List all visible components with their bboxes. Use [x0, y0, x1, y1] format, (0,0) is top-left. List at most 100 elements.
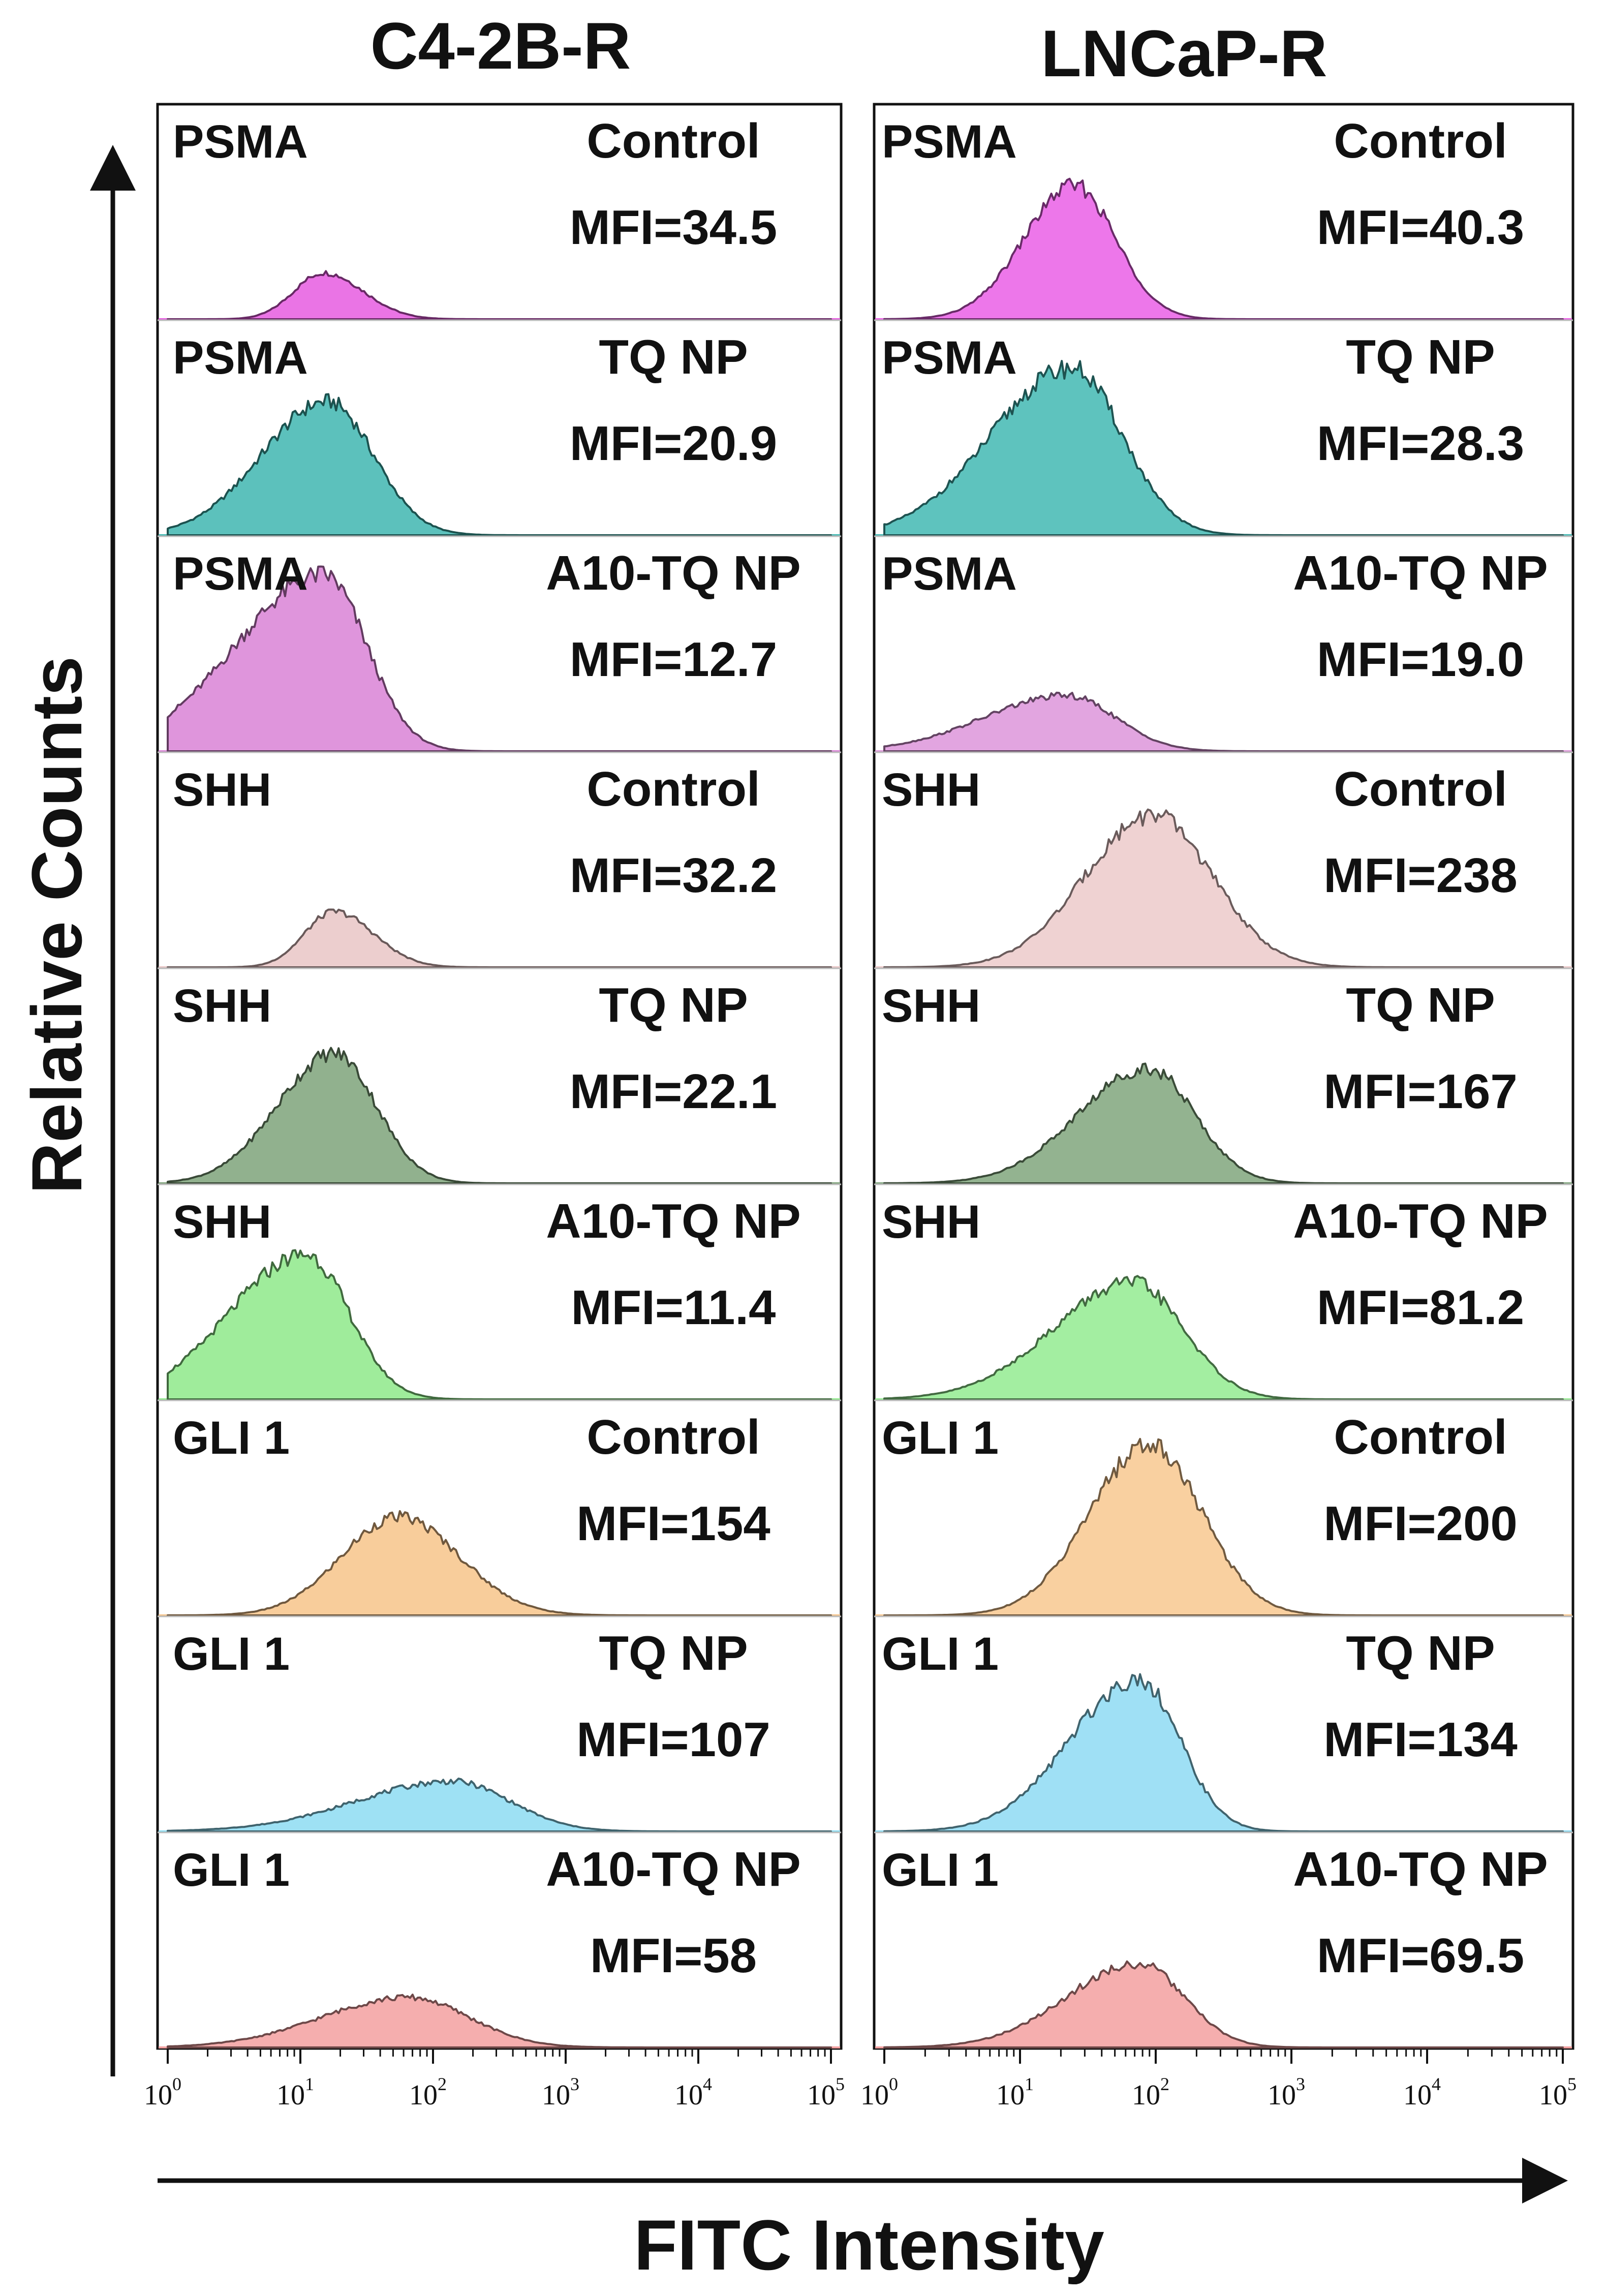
histogram-row: PSMA TQ NP MFI=28.3: [874, 319, 1573, 536]
treatment-label: Control: [586, 762, 760, 816]
x-tick-label: 103: [542, 2074, 579, 2111]
histogram-area: [167, 1047, 832, 1184]
histogram-row: GLI 1 Control MFI=200: [874, 1399, 1573, 1616]
histogram-row: PSMA A10-TQ NP MFI=19.0: [874, 535, 1573, 752]
mfi-label: MFI=69.5: [1317, 1928, 1524, 1983]
marker-label: PSMA: [882, 116, 1017, 168]
x-tick-label: 102: [1132, 2074, 1169, 2111]
histogram-area: [883, 1062, 1564, 1184]
treatment-label: Control: [586, 1410, 760, 1464]
marker-label: PSMA: [173, 548, 308, 600]
x-tick-label: 105: [807, 2074, 845, 2111]
marker-label: PSMA: [882, 332, 1017, 384]
x-tick-label: 105: [1539, 2074, 1577, 2111]
histogram-area: [883, 1673, 1564, 1832]
histogram-row: PSMA Control MFI=40.3: [875, 114, 1572, 320]
mfi-label: MFI=238: [1323, 848, 1518, 903]
histogram-area: [167, 1994, 832, 2048]
treatment-label: Control: [586, 114, 760, 168]
marker-label: GLI 1: [882, 1628, 999, 1680]
histogram-area: [167, 1249, 832, 1400]
x-tick-label: 104: [1403, 2074, 1441, 2111]
marker-label: GLI 1: [173, 1412, 290, 1464]
mfi-label: MFI=12.7: [570, 632, 777, 687]
x-axis-title: FITC Intensity: [634, 2205, 1104, 2285]
marker-label: PSMA: [173, 116, 308, 168]
histogram-row: SHH TQ NP MFI=167: [874, 967, 1573, 1184]
histogram-row: GLI 1 TQ NP MFI=134: [874, 1615, 1573, 1832]
histogram-row: PSMA A10-TQ NP MFI=12.7: [158, 535, 841, 752]
mfi-label: MFI=11.4: [571, 1280, 776, 1335]
treatment-label: A10-TQ NP: [546, 1842, 800, 1896]
marker-label: GLI 1: [882, 1844, 999, 1896]
treatment-label: TQ NP: [1346, 1626, 1495, 1680]
marker-label: SHH: [882, 1196, 980, 1248]
marker-label: GLI 1: [173, 1628, 290, 1680]
treatment-label: TQ NP: [1346, 330, 1495, 384]
histogram-area: [167, 1510, 832, 1616]
mfi-label: MFI=134: [1323, 1712, 1518, 1767]
panel-title-lncap-r: LNCaP-R: [1041, 16, 1327, 90]
marker-label: GLI 1: [173, 1844, 290, 1896]
mfi-label: MFI=58: [590, 1928, 757, 1983]
histogram-row: GLI 1 A10-TQ NP MFI=58: [158, 1831, 841, 2048]
histogram-row: PSMA Control MFI=34.5: [159, 114, 840, 320]
histogram-area: [883, 1437, 1564, 1616]
x-tick-label: 100: [860, 2074, 898, 2111]
treatment-label: A10-TQ NP: [546, 1194, 800, 1248]
y-axis-title: Relative Counts: [17, 656, 97, 1194]
marker-label: SHH: [882, 764, 980, 816]
mfi-label: MFI=107: [576, 1712, 770, 1767]
mfi-label: MFI=19.0: [1317, 632, 1524, 687]
histogram-row: SHH Control MFI=32.2: [158, 751, 841, 968]
histogram-area: [167, 908, 832, 968]
mfi-label: MFI=154: [576, 1496, 770, 1551]
histogram-area: [167, 270, 832, 320]
x-tick-label: 101: [276, 2074, 314, 2111]
mfi-label: MFI=200: [1323, 1496, 1518, 1551]
mfi-label: MFI=40.3: [1317, 200, 1524, 255]
treatment-label: TQ NP: [1346, 978, 1495, 1032]
marker-label: GLI 1: [882, 1412, 999, 1464]
marker-label: PSMA: [882, 548, 1017, 600]
marker-label: SHH: [173, 764, 271, 816]
histogram-area: [883, 808, 1564, 968]
histogram-area: [167, 1778, 832, 1832]
treatment-label: A10-TQ NP: [546, 546, 800, 600]
treatment-label: Control: [1334, 762, 1507, 816]
histogram-row: GLI 1 TQ NP MFI=107: [158, 1615, 841, 1832]
histogram-row: GLI 1 A10-TQ NP MFI=69.5: [874, 1831, 1573, 2048]
histogram-row: SHH TQ NP MFI=22.1: [158, 967, 841, 1184]
treatment-label: TQ NP: [599, 1626, 748, 1680]
treatment-label: A10-TQ NP: [1293, 1842, 1548, 1896]
mfi-label: MFI=167: [1323, 1064, 1518, 1119]
histogram-row: SHH A10-TQ NP MFI=11.4: [158, 1183, 841, 1400]
treatment-label: TQ NP: [599, 330, 748, 384]
histogram-area: [883, 691, 1564, 752]
marker-label: SHH: [173, 1196, 271, 1248]
histogram-row: GLI 1 Control MFI=154: [158, 1399, 841, 1616]
histogram-area: [883, 177, 1564, 320]
mfi-label: MFI=22.1: [570, 1064, 777, 1119]
mfi-label: MFI=34.5: [570, 200, 777, 255]
marker-label: SHH: [173, 980, 271, 1032]
histogram-area: [883, 360, 1564, 536]
x-tick-label: 103: [1268, 2074, 1305, 2111]
x-tick-label: 101: [996, 2074, 1034, 2111]
mfi-label: MFI=81.2: [1317, 1280, 1524, 1335]
histogram-row: SHH Control MFI=238: [874, 751, 1573, 968]
treatment-label: TQ NP: [599, 978, 748, 1032]
histogram-area: [883, 1960, 1564, 2048]
histogram-area: [167, 565, 832, 752]
x-tick-label: 104: [674, 2074, 712, 2111]
mfi-label: MFI=32.2: [570, 848, 777, 903]
panel-title-c4-2b-r: C4-2B-R: [370, 9, 631, 83]
treatment-label: A10-TQ NP: [1293, 546, 1548, 600]
histogram-row: SHH A10-TQ NP MFI=81.2: [874, 1183, 1573, 1400]
histogram-row: PSMA TQ NP MFI=20.9: [158, 319, 841, 536]
marker-label: SHH: [882, 980, 980, 1032]
histogram-area: [167, 393, 832, 536]
